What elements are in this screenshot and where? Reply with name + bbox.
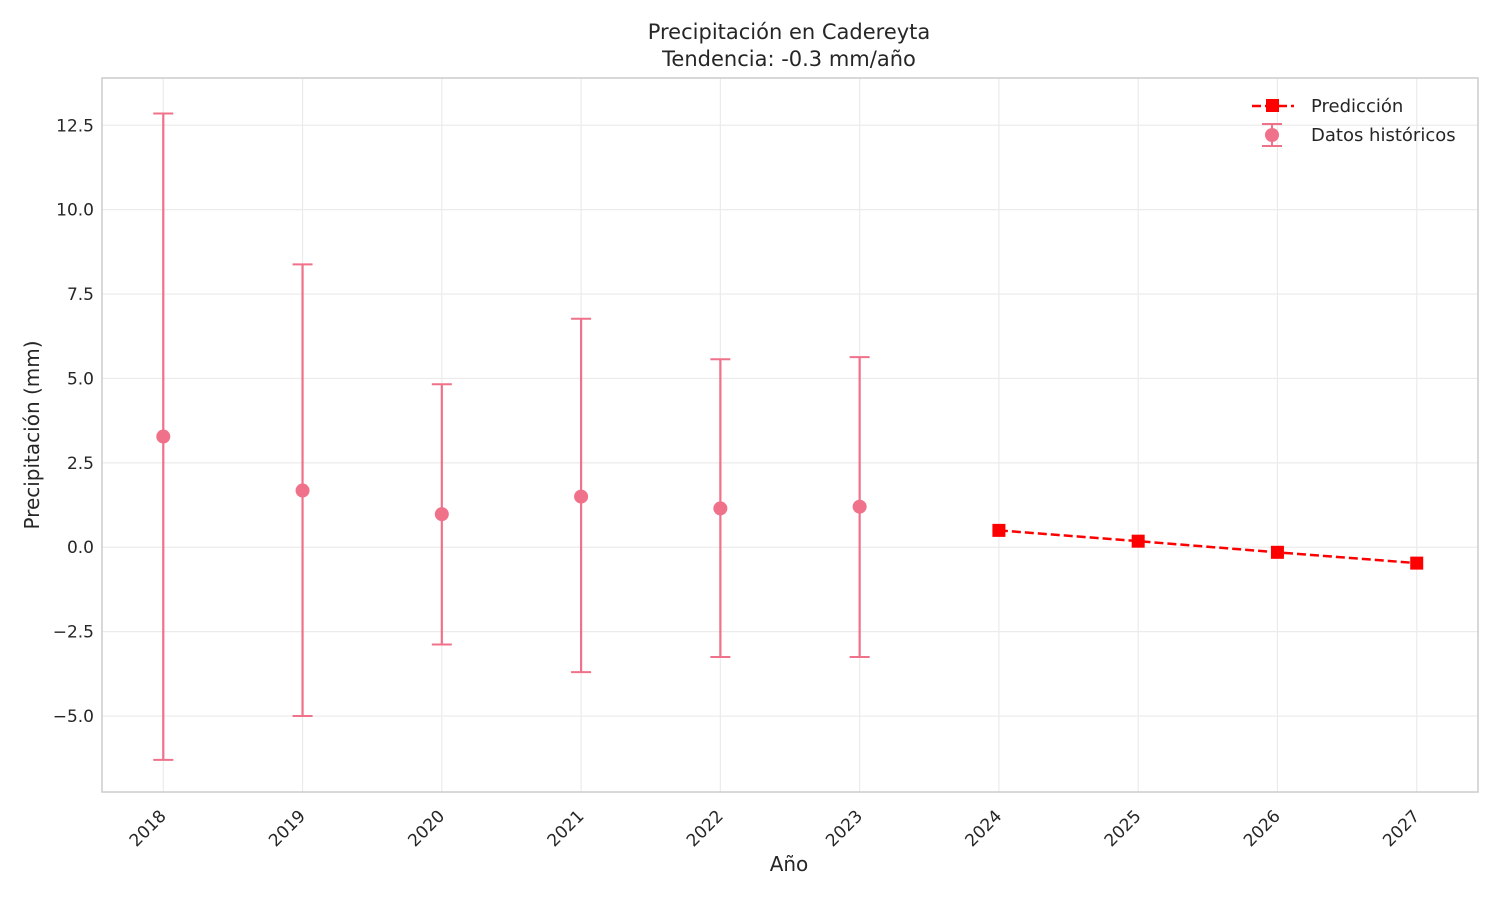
data-point-prediction xyxy=(992,523,1006,537)
plot-frame xyxy=(101,77,1479,793)
chart-subtitle: Tendencia: -0.3 mm/año xyxy=(661,47,916,71)
legend-prediction-marker xyxy=(1266,99,1279,112)
y-tick-label: 2.5 xyxy=(67,454,94,474)
y-tick-label: 10.0 xyxy=(56,201,94,221)
y-tick-label: 5.0 xyxy=(67,369,94,389)
y-tick-label: 0.0 xyxy=(67,538,94,558)
series-historical xyxy=(153,112,870,761)
y-axis-title: Precipitación (mm) xyxy=(20,340,44,529)
legend: Predicción Datos históricos xyxy=(1252,96,1456,147)
data-point-prediction xyxy=(1270,545,1284,559)
data-point-prediction xyxy=(1410,556,1424,570)
chart-title: Precipitación en Cadereyta xyxy=(648,20,931,44)
y-axis-ticks: −5.0 −2.5 0.0 2.5 5.0 7.5 10.0 12.5 xyxy=(53,116,94,727)
y-tick-label: −5.0 xyxy=(53,707,94,727)
prediction-line xyxy=(998,529,1417,565)
data-point-prediction xyxy=(1131,534,1145,548)
data-point-historical xyxy=(434,507,449,522)
y-tick-label: −2.5 xyxy=(53,623,94,643)
y-tick-label: 12.5 xyxy=(56,116,94,136)
data-point-historical xyxy=(156,429,171,444)
data-point-historical xyxy=(713,501,728,516)
series-prediction xyxy=(992,523,1424,570)
data-point-historical xyxy=(574,489,589,504)
x-axis-title: Año xyxy=(770,852,809,876)
data-point-historical xyxy=(852,499,867,514)
legend-prediction-label: Predicción xyxy=(1311,96,1403,117)
legend-historical-marker xyxy=(1265,128,1279,142)
y-tick-label: 7.5 xyxy=(67,285,94,305)
data-point-historical xyxy=(295,483,310,498)
legend-historical-label: Datos históricos xyxy=(1311,125,1456,146)
